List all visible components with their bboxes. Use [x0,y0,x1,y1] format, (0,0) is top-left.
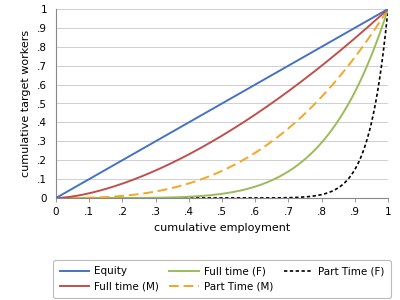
X-axis label: cumulative employment: cumulative employment [154,223,290,232]
Legend: Equity, Full time (M), Full time (F), Part Time (M), Part Time (F): Equity, Full time (M), Full time (F), Pa… [54,260,390,298]
Y-axis label: cumulative target workers: cumulative target workers [22,30,32,177]
